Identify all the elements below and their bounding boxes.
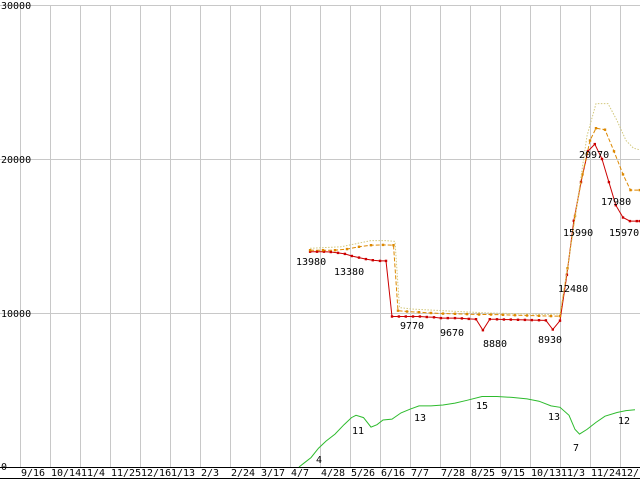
data-label: 13980: [296, 257, 326, 268]
x-tick-label: 3/17: [261, 468, 285, 479]
data-label: 9770: [400, 321, 424, 332]
series-orange: [308, 127, 640, 318]
x-tick-label: 7/7: [411, 468, 429, 479]
data-label: 13380: [334, 267, 364, 278]
series-red: [308, 142, 640, 332]
data-label: 9670: [440, 328, 464, 339]
axis-lines: [0, 467, 640, 479]
data-label: 11: [352, 426, 364, 437]
series-green: [298, 396, 636, 468]
series-yellow: [310, 103, 640, 316]
gridlines: [0, 5, 640, 467]
data-label: 13: [414, 413, 426, 424]
x-tick-label: 11/24: [591, 468, 621, 479]
x-tick-label: 2/3: [201, 468, 219, 479]
x-tick-label: 4/28: [321, 468, 345, 479]
x-tick-label: 12/15: [621, 468, 640, 479]
y-tick-label: 30000: [1, 1, 31, 12]
data-label: 13: [548, 412, 560, 423]
x-tick-label: 2/24: [231, 468, 255, 479]
x-tick-label: 12/16: [141, 468, 171, 479]
data-label: 4: [316, 455, 322, 466]
data-label: 20970: [579, 150, 609, 161]
x-tick-label: 11/3: [561, 468, 585, 479]
x-tick-label: 1/13: [171, 468, 195, 479]
x-tick-label: 10/13: [531, 468, 561, 479]
x-tick-label: 9/16: [21, 468, 45, 479]
x-tick-label: 6/16: [381, 468, 405, 479]
x-tick-label: 7/28: [441, 468, 465, 479]
data-labels: 13980 13380 9770 9670 8880 8930 12480 15990 2097…: [296, 150, 639, 466]
x-tick-label: 11/25: [111, 468, 141, 479]
data-label: 7: [573, 443, 579, 454]
x-tick-label: 11/4: [81, 468, 105, 479]
data-label: 15: [476, 401, 488, 412]
data-label: 8930: [538, 335, 562, 346]
x-tick-label: 4/7: [291, 468, 309, 479]
data-label: 15970: [609, 228, 639, 239]
x-tick-label: 10/14: [51, 468, 81, 479]
x-tick-label: 5/26: [351, 468, 375, 479]
y-tick-label: 20000: [1, 155, 31, 166]
y-axis-labels: 0 10000 20000 30000: [1, 1, 31, 473]
y-tick-label: 10000: [1, 309, 31, 320]
y-tick-label: 0: [1, 462, 7, 473]
data-label: 15990: [563, 228, 593, 239]
x-tick-label: 9/15: [501, 468, 525, 479]
x-axis-labels: 9/16 10/14 11/4 11/25 12/16 1/13 2/3 2/24 3/17 4/…: [21, 468, 640, 479]
data-label: 12: [618, 416, 630, 427]
x-tick-label: 8/25: [471, 468, 495, 479]
data-label: 8880: [483, 339, 507, 350]
data-label: 12480: [558, 284, 588, 295]
data-label: 17980: [601, 197, 631, 208]
